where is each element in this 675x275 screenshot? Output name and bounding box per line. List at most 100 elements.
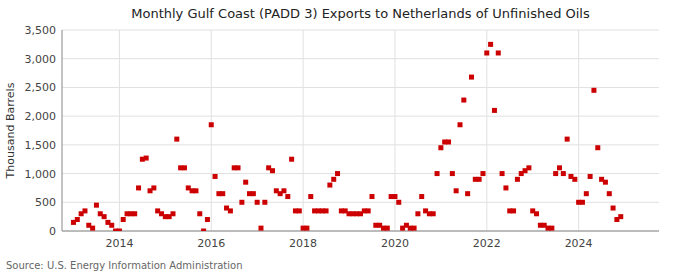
y-tick-label: 2,000 [25, 110, 57, 123]
point [580, 200, 585, 205]
y-tick-label: 2,500 [25, 81, 57, 94]
point [239, 200, 244, 205]
point [193, 188, 198, 193]
point [236, 165, 241, 170]
point [117, 229, 122, 232]
point [431, 211, 436, 216]
point [412, 226, 417, 231]
point [618, 214, 623, 219]
point [151, 185, 156, 190]
point [308, 194, 313, 199]
point [565, 137, 570, 142]
point [262, 200, 267, 205]
point [526, 165, 531, 170]
point [270, 168, 275, 173]
point [304, 226, 309, 231]
point [603, 180, 608, 185]
point [396, 200, 401, 205]
point [458, 122, 463, 127]
point [121, 217, 126, 222]
x-tick-label: 2014 [105, 237, 133, 250]
point [197, 211, 202, 216]
point [258, 226, 263, 231]
point [611, 206, 616, 211]
point [102, 214, 107, 219]
point [415, 211, 420, 216]
point [205, 217, 210, 222]
point [503, 185, 508, 190]
point [591, 88, 596, 93]
point [480, 171, 485, 176]
y-grid-line [62, 30, 659, 31]
y-tick-label: 500 [35, 196, 56, 209]
x-tick-label: 2024 [565, 237, 593, 250]
point [327, 183, 332, 188]
y-axis-label: Thousand Barrels [4, 82, 17, 179]
point [385, 226, 390, 231]
point [182, 165, 187, 170]
point [557, 165, 562, 170]
point [170, 211, 175, 216]
point [572, 177, 577, 182]
y-tick-label: 0 [49, 225, 56, 238]
y-tick-label: 3,000 [25, 53, 57, 66]
point [515, 177, 520, 182]
point [144, 156, 149, 161]
y-axis-line [62, 30, 63, 231]
point [438, 145, 443, 150]
point [607, 191, 612, 196]
point [243, 180, 248, 185]
point [561, 171, 566, 176]
x-grid-line [119, 30, 120, 231]
y-grid-line [62, 173, 659, 174]
point [213, 174, 218, 179]
points [71, 42, 623, 231]
point [109, 223, 114, 228]
grid [62, 30, 659, 231]
point [465, 191, 470, 196]
point [553, 171, 558, 176]
point [534, 211, 539, 216]
point [584, 191, 589, 196]
y-tick-label: 1,000 [25, 168, 57, 181]
point [492, 108, 497, 113]
point [500, 171, 505, 176]
chart: Monthly Gulf Coast (PADD 3) Exports to N… [0, 0, 675, 275]
point [82, 208, 87, 213]
y-tick-label: 3,500 [25, 24, 57, 37]
point [477, 177, 482, 182]
point [228, 208, 233, 213]
point [454, 188, 459, 193]
y-grid-line [62, 58, 659, 59]
point [94, 203, 99, 208]
point [220, 191, 225, 196]
point [297, 208, 302, 213]
point [289, 157, 294, 162]
point [511, 208, 516, 213]
x-grid-line [394, 30, 395, 231]
point [281, 188, 286, 193]
y-grid-line [62, 144, 659, 145]
y-grid-line [62, 87, 659, 88]
point [549, 226, 554, 231]
point [174, 137, 179, 142]
point [488, 42, 493, 47]
x-grid-line [303, 30, 304, 231]
point [251, 191, 256, 196]
point [255, 200, 260, 205]
point [469, 75, 474, 80]
point [209, 122, 214, 127]
y-tick-label: 1,500 [25, 139, 57, 152]
point [90, 226, 95, 231]
y-grid-line [62, 231, 659, 232]
x-grid-line [211, 30, 212, 231]
point [496, 50, 501, 55]
point [484, 50, 489, 55]
point [450, 171, 455, 176]
point [136, 185, 141, 190]
point [324, 208, 329, 213]
x-tick-label: 2018 [289, 237, 317, 250]
x-tick-label: 2022 [473, 237, 501, 250]
x-tick-label: 2020 [381, 237, 409, 250]
point [446, 139, 451, 144]
